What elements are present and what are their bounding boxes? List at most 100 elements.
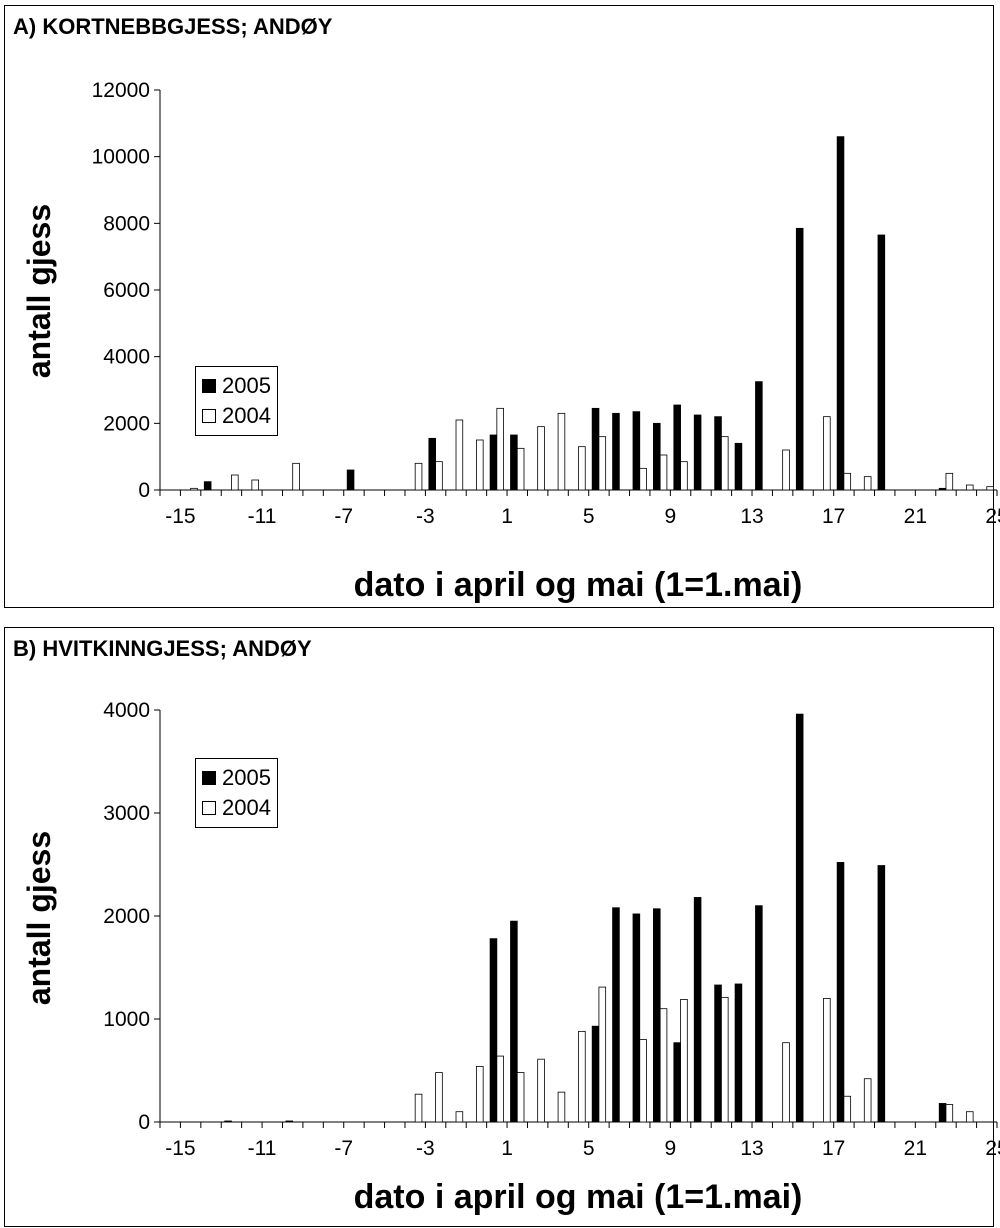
bar-2004: [231, 474, 239, 491]
x-tick-label: -11: [248, 1137, 277, 1160]
bar-2005: [591, 407, 600, 491]
bar-2005: [224, 1120, 232, 1123]
bar-2004: [435, 1072, 443, 1123]
y-tick-label: 2000: [103, 412, 150, 435]
x-tick-label: -11: [248, 505, 277, 528]
chart-panel-b: B) HVITKINNGJESS; ANDØY -15 -11 -7 -3 1 5 9 13 1…: [4, 627, 1000, 1227]
bar-2004: [292, 462, 300, 491]
bar-2005: [489, 938, 498, 1123]
legend-label-2005: 2005: [222, 765, 271, 790]
bar-2005: [938, 487, 947, 491]
x-tick-label: 17: [822, 505, 845, 528]
bar-2005: [510, 434, 518, 491]
y-tick-label: 6000: [103, 279, 150, 302]
bar-2004: [843, 472, 852, 491]
y-tick-label: 1000: [103, 1008, 150, 1031]
bar-2004: [598, 436, 607, 491]
bar-2004: [537, 1058, 545, 1123]
bar-2005: [836, 136, 845, 491]
x-tick-label: 21: [904, 1137, 927, 1160]
chart-title: B) HVITKINNGJESS; ANDØY: [13, 636, 312, 661]
legend-swatch-2004: [202, 409, 216, 423]
x-axis-title: dato i april og mai (1=1.mai): [354, 566, 803, 604]
bar-2004: [863, 1078, 872, 1123]
bar-2005: [510, 920, 518, 1123]
bar-2004: [945, 1104, 954, 1123]
bar-2004: [965, 1111, 974, 1123]
bar-2005: [203, 481, 212, 491]
legend-label-2004: 2004: [222, 403, 271, 428]
y-tick-label: 4000: [103, 699, 150, 722]
bar-2005: [673, 1042, 681, 1123]
bar-2004: [496, 407, 504, 491]
legend-item-2005: 2005: [202, 371, 271, 401]
y-tick-label: 8000: [103, 212, 150, 235]
bar-2005: [285, 1120, 294, 1123]
bar-2005: [693, 414, 702, 491]
bar-2005: [734, 983, 743, 1123]
bar-2004: [251, 479, 260, 491]
chart-a-svg: -15 -11 -7 -3 1 5 9 13 17 21 25 0 2000 4000 6000 8000 10…: [21, 79, 1000, 604]
bar-2005: [938, 1103, 947, 1123]
bar-2004: [863, 476, 872, 491]
x-tick-label: 25: [985, 505, 1000, 528]
chart-panel-a: A) KORTNEBBGJESS; ANDØY -15 -11 -7 -3 1 5 9 13 1…: [4, 5, 1000, 608]
x-tick-label: 5: [583, 1137, 595, 1160]
legend-swatch-2004: [202, 801, 216, 815]
legend-item-2004: 2004: [202, 793, 271, 823]
y-tick-label: 3000: [103, 802, 150, 825]
bar-2004: [190, 487, 198, 491]
bar-2005: [877, 234, 886, 491]
x-tick-label: 9: [665, 505, 677, 528]
bar-2004: [557, 1091, 566, 1123]
bar-2005: [632, 411, 641, 491]
bar-2004: [414, 462, 423, 491]
y-tick-label: 4000: [103, 346, 150, 369]
x-tick-label: 21: [904, 505, 927, 528]
bar-2004: [639, 1039, 647, 1123]
x-tick-label: -15: [165, 505, 195, 528]
bar-2004: [986, 486, 994, 491]
x-tick-label: 5: [583, 505, 595, 528]
bar-2005: [795, 227, 804, 491]
bar-2005: [428, 437, 436, 491]
bar-2004: [496, 1055, 504, 1123]
x-tick-label: -7: [334, 505, 353, 528]
legend-item-2005: 2005: [202, 763, 271, 793]
bar-2005: [714, 416, 722, 491]
bar-2004: [721, 996, 729, 1123]
bar-2004: [455, 1111, 464, 1123]
bar-2004: [516, 1072, 525, 1123]
bar-2004: [578, 446, 586, 491]
legend-label-2004: 2004: [222, 795, 271, 820]
bar-2004: [659, 454, 668, 491]
bar-2005: [755, 905, 763, 1123]
bar-2005: [877, 865, 886, 1123]
x-tick-label: 9: [665, 1137, 677, 1160]
bar-2004: [578, 1030, 586, 1123]
x-tick-label: 1: [501, 505, 513, 528]
bar-2004: [598, 986, 607, 1123]
bar-2004: [843, 1095, 852, 1123]
bar-2005: [632, 913, 641, 1123]
x-tick-label: -3: [416, 505, 435, 528]
legend-swatch-2005: [202, 379, 216, 393]
bar-2005: [836, 862, 845, 1123]
legend-label-2005: 2005: [222, 373, 271, 398]
bar-2005: [714, 984, 722, 1123]
y-tick-label: 10000: [92, 146, 150, 169]
y-axis-title: antall gjess: [21, 204, 57, 378]
bar-2004: [782, 449, 790, 491]
y-tick-label: 0: [138, 1111, 150, 1134]
bar-2004: [639, 467, 647, 491]
bar-2004: [782, 1042, 790, 1123]
x-tick-label: 17: [822, 1137, 845, 1160]
bar-2005: [489, 434, 498, 491]
bar-2004: [476, 439, 484, 491]
bar-2004: [823, 997, 831, 1123]
y-tick-label: 2000: [103, 905, 150, 928]
bar-2004: [823, 416, 831, 491]
bar-2004: [680, 999, 688, 1123]
x-tick-label: -3: [416, 1137, 435, 1160]
bar-2005: [653, 908, 661, 1123]
